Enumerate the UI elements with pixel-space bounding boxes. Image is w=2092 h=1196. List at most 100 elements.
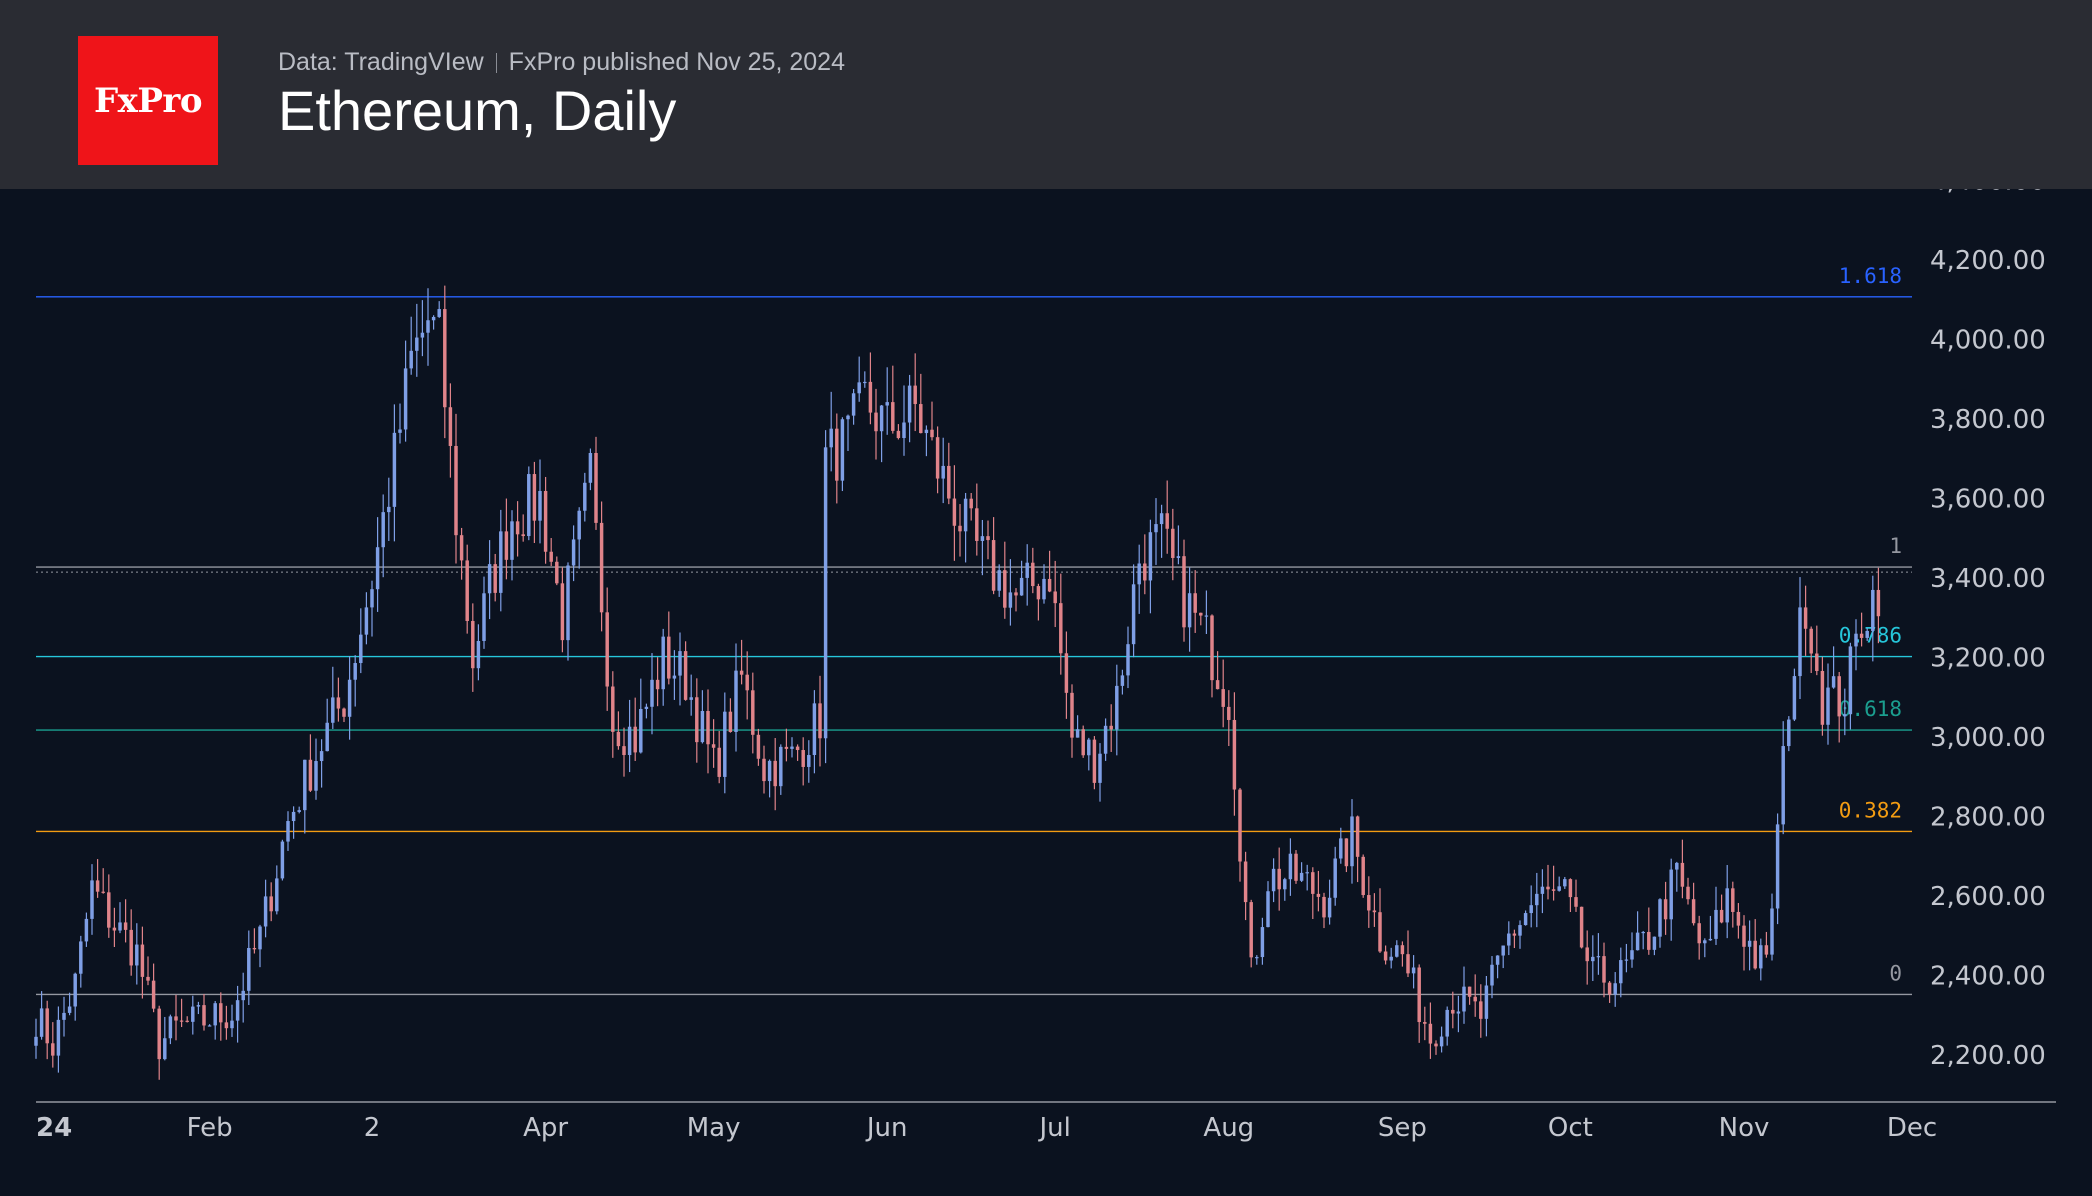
candle: [1871, 575, 1875, 662]
candle: [448, 383, 453, 478]
candle: [1495, 955, 1500, 979]
candle: [219, 992, 223, 1041]
candle: [728, 698, 733, 733]
candle: [1025, 544, 1029, 606]
candle: [1809, 626, 1813, 673]
candle: [1585, 930, 1589, 985]
candle: [146, 956, 150, 986]
candle-body: [174, 1016, 178, 1021]
candle: [835, 413, 839, 504]
candle-body: [756, 734, 761, 759]
candle: [1322, 892, 1326, 929]
candle-body: [773, 760, 777, 787]
candle-body: [263, 896, 268, 927]
candle: [1361, 854, 1365, 898]
candle: [1747, 920, 1752, 971]
candle: [1736, 903, 1741, 939]
candle: [112, 907, 117, 948]
candle: [1512, 929, 1517, 949]
candle: [874, 388, 878, 460]
candle: [627, 699, 632, 773]
candle: [1831, 646, 1836, 689]
candle-body: [163, 1038, 167, 1060]
candle-body: [151, 980, 156, 1009]
candle-body: [1087, 739, 1091, 756]
candle: [1708, 915, 1713, 941]
candle: [1753, 919, 1757, 970]
candle: [1613, 972, 1617, 1007]
candle-body: [79, 941, 83, 974]
candle-body: [1221, 689, 1225, 707]
candle: [1434, 1040, 1438, 1055]
candle-body: [1607, 982, 1612, 995]
candle: [812, 690, 817, 774]
candle-body: [1467, 986, 1472, 997]
candle-body: [1557, 886, 1561, 891]
candle-body: [1070, 692, 1074, 738]
candle: [913, 353, 917, 432]
candle: [1109, 704, 1113, 752]
candle: [879, 404, 884, 463]
candle-body: [1350, 816, 1354, 867]
candle: [1103, 718, 1108, 761]
candle: [1848, 642, 1853, 730]
candle-body: [599, 522, 604, 613]
candle: [779, 744, 783, 795]
candle: [157, 1005, 161, 1080]
candle-body: [230, 1020, 234, 1029]
candle: [297, 806, 301, 814]
candle-body: [840, 419, 845, 481]
candle-body: [543, 490, 548, 552]
candle-body: [795, 746, 800, 751]
candle: [336, 677, 341, 722]
candle: [1619, 947, 1623, 998]
candle: [1014, 588, 1018, 612]
candle: [1703, 938, 1707, 958]
candle-body: [616, 731, 621, 747]
candle-body: [1131, 584, 1136, 645]
candle-body: [577, 510, 581, 540]
candle-body: [1831, 676, 1836, 688]
candle-body: [476, 640, 481, 669]
candle-body: [667, 636, 671, 679]
candle-body: [1574, 897, 1578, 907]
candle: [118, 902, 122, 934]
candle: [1462, 966, 1466, 1024]
candle-body: [347, 679, 352, 717]
candle: [924, 425, 929, 457]
candle-body: [555, 561, 559, 584]
candle-body: [1652, 936, 1657, 950]
candle-body: [868, 381, 873, 413]
candle: [1725, 865, 1729, 939]
candle: [179, 998, 184, 1028]
candle: [1081, 725, 1085, 758]
candle-body: [857, 382, 861, 394]
candle: [73, 972, 77, 1021]
candle: [471, 603, 475, 692]
candle-body: [1294, 853, 1298, 881]
candle: [252, 928, 257, 954]
candle-body: [471, 620, 475, 669]
candle-body: [247, 948, 251, 991]
candle: [510, 510, 514, 581]
candle: [1243, 851, 1248, 921]
candle-body: [1551, 889, 1556, 891]
candle: [90, 864, 94, 935]
candle-body: [1647, 931, 1651, 950]
candle-body: [521, 534, 525, 537]
candle-body: [986, 536, 990, 541]
candle-body: [303, 759, 307, 811]
candle-body: [689, 697, 693, 700]
candle: [1355, 815, 1360, 883]
candle: [577, 507, 581, 569]
candle: [1215, 651, 1220, 690]
meta-divider: [495, 52, 497, 73]
candle: [1350, 799, 1354, 884]
candle-body: [157, 1008, 161, 1060]
candle: [431, 315, 436, 330]
candle-body: [1081, 729, 1085, 756]
candle: [1439, 1026, 1444, 1053]
x-tick-label: Oct: [1548, 1113, 1593, 1143]
candle-body: [1434, 1043, 1438, 1047]
candle-body: [1456, 1011, 1461, 1014]
